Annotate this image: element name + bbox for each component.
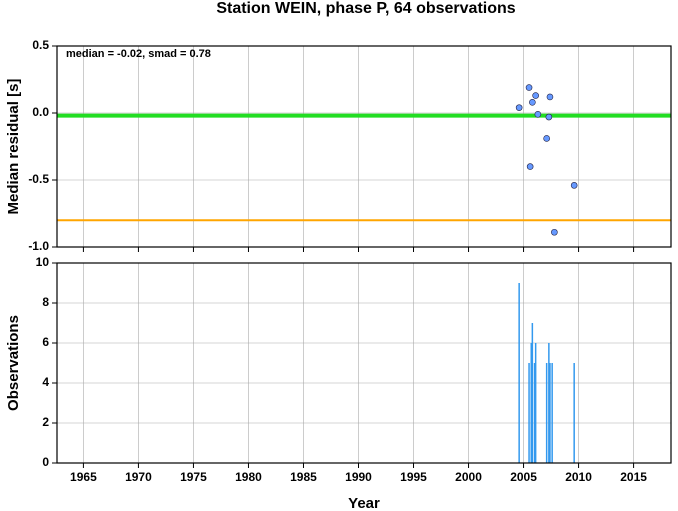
x-tick-label: 1975 (180, 470, 207, 484)
point (525, 84, 533, 91)
x-tick-label: 1995 (400, 470, 427, 484)
plot-frame (56, 45, 672, 248)
annotation: median = -0.02, smad = 0.78 (66, 48, 211, 60)
x-tick-label: 1985 (290, 470, 317, 484)
point (534, 111, 542, 118)
x-tick-label: 2000 (455, 470, 482, 484)
x-tick-label: 1990 (345, 470, 372, 484)
y-tick-label: 4 (42, 375, 49, 389)
y-tick-label: 0.0 (32, 105, 49, 119)
y-tick-label: 10 (36, 255, 50, 269)
x-tick-label: 1965 (70, 470, 97, 484)
plot-frame (56, 262, 672, 464)
x-tick-label: 2010 (565, 470, 592, 484)
x-tick-label: 2005 (510, 470, 537, 484)
point (546, 93, 554, 101)
y-tick-label: 6 (42, 335, 49, 349)
point (570, 182, 578, 189)
point (545, 113, 553, 121)
point (515, 104, 523, 111)
x-axis-label: Year (348, 495, 380, 511)
y-tick-label: 8 (42, 295, 49, 309)
y-tick-label: -1.0 (28, 239, 49, 253)
y-tick-label: 0 (42, 455, 49, 469)
y-axis-label: Median residual [s] (5, 79, 22, 215)
x-tick-label: 1970 (125, 470, 152, 484)
point (551, 228, 558, 236)
point (526, 163, 534, 170)
x-tick-label: 1980 (235, 470, 262, 484)
chart-title: Station WEIN, phase P, 64 observations (216, 0, 515, 17)
point (529, 98, 536, 106)
y-tick-label: 2 (42, 415, 49, 429)
x-tick-label: 2015 (620, 470, 647, 484)
point (543, 135, 550, 142)
point (532, 92, 539, 99)
y-tick-label: 0.5 (32, 38, 49, 52)
y-tick-label: -0.5 (28, 172, 49, 186)
y-axis-label: Observations (5, 315, 22, 411)
